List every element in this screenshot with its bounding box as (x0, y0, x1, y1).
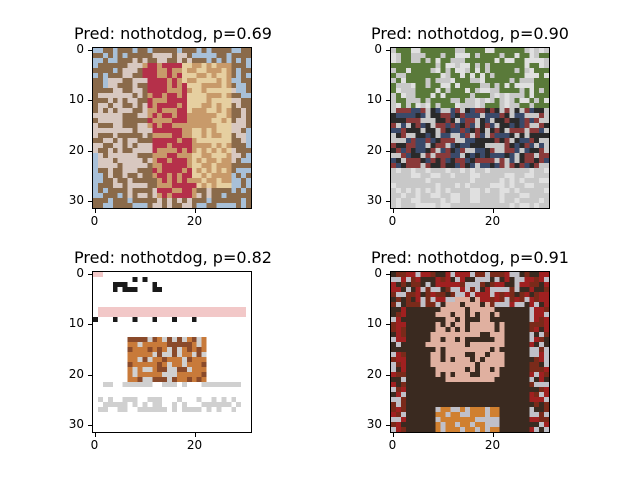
subplot-4: Pred: nothotdog, p=0.91 (365, 248, 575, 444)
y-tick-mark (88, 150, 92, 152)
subplot-image (390, 47, 550, 209)
y-tick-mark (88, 324, 92, 326)
y-tick-mark (386, 425, 390, 427)
y-tick-mark (386, 273, 390, 275)
x-tick-mark (392, 209, 394, 213)
subplot-1: Pred: nothotdog, p=0.69 (68, 24, 278, 220)
x-tick-label: 20 (484, 438, 501, 452)
x-tick-mark (392, 433, 394, 437)
subplot-2: Pred: nothotdog, p=0.90 (365, 24, 575, 220)
x-tick-label: 20 (484, 214, 501, 228)
y-tick-label: 10 (68, 316, 84, 331)
x-tick-label: 0 (388, 214, 397, 228)
subplot-title: Pred: nothotdog, p=0.91 (371, 248, 569, 267)
subplot-title: Pred: nothotdog, p=0.90 (371, 24, 569, 43)
subplot-3: Pred: nothotdog, p=0.82 (68, 248, 278, 444)
y-tick-mark (386, 201, 390, 203)
x-tick-label: 20 (186, 214, 203, 228)
y-tick-mark (386, 324, 390, 326)
y-tick-label: 10 (366, 316, 382, 331)
y-tick-label: 0 (374, 265, 382, 280)
x-tick-mark (492, 209, 494, 213)
y-tick-mark (88, 425, 92, 427)
subplot-image (92, 271, 252, 433)
x-tick-mark (492, 433, 494, 437)
y-tick-label: 0 (76, 265, 84, 280)
y-tick-mark (88, 49, 92, 51)
x-tick-mark (194, 433, 196, 437)
y-tick-mark (88, 374, 92, 376)
subplot-image (92, 47, 252, 209)
y-tick-label: 20 (366, 142, 382, 157)
y-tick-mark (88, 100, 92, 102)
y-tick-label: 10 (366, 92, 382, 107)
y-tick-label: 30 (366, 193, 382, 208)
y-tick-label: 20 (68, 366, 84, 381)
y-tick-mark (88, 201, 92, 203)
y-tick-mark (88, 273, 92, 275)
x-tick-label: 0 (90, 214, 99, 228)
y-tick-mark (386, 100, 390, 102)
y-tick-label: 30 (68, 417, 84, 432)
y-tick-label: 0 (374, 41, 382, 56)
y-tick-label: 30 (68, 193, 84, 208)
x-tick-label: 0 (388, 438, 397, 452)
x-tick-mark (94, 209, 96, 213)
x-tick-mark (94, 433, 96, 437)
x-tick-label: 0 (90, 438, 99, 452)
y-tick-label: 20 (68, 142, 84, 157)
subplot-image (390, 271, 550, 433)
x-tick-mark (194, 209, 196, 213)
y-tick-mark (386, 150, 390, 152)
y-tick-label: 20 (366, 366, 382, 381)
y-tick-label: 10 (68, 92, 84, 107)
y-tick-label: 0 (76, 41, 84, 56)
subplot-title: Pred: nothotdog, p=0.69 (74, 24, 272, 43)
y-tick-mark (386, 374, 390, 376)
y-tick-label: 30 (366, 417, 382, 432)
x-tick-label: 20 (186, 438, 203, 452)
subplot-title: Pred: nothotdog, p=0.82 (74, 248, 272, 267)
y-tick-mark (386, 49, 390, 51)
